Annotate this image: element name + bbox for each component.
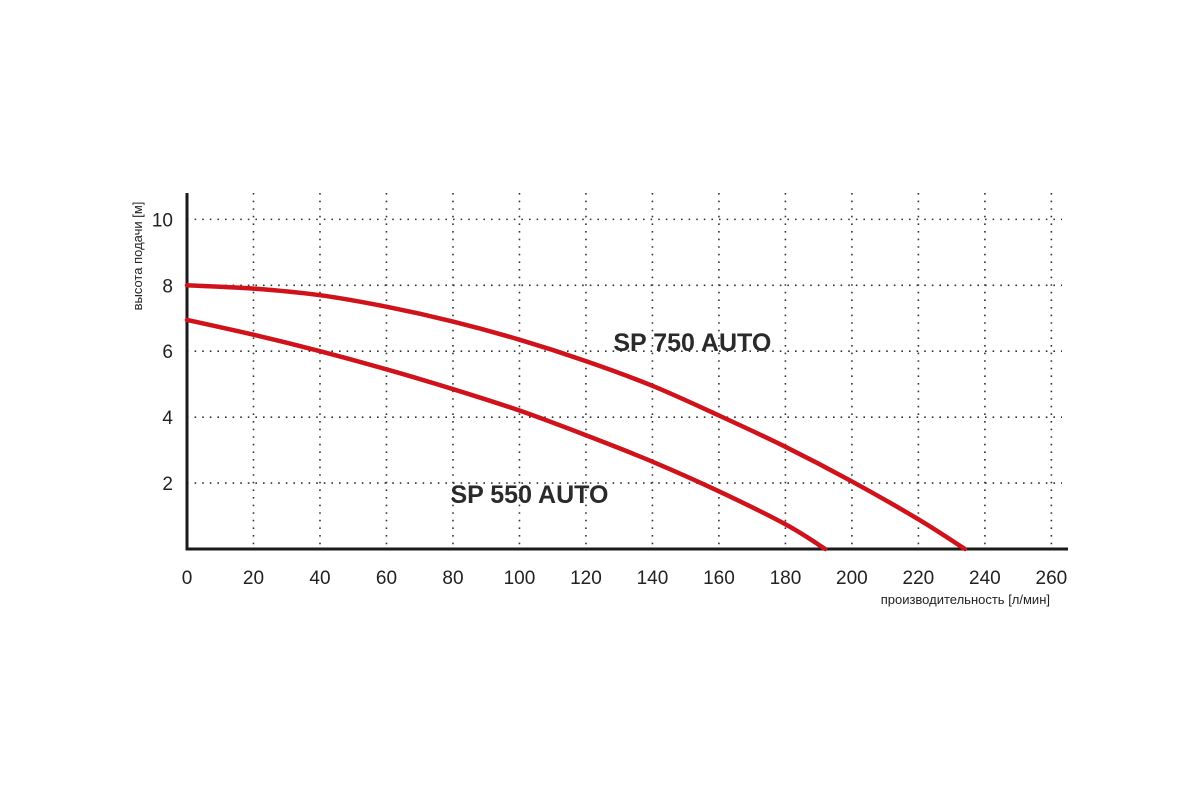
x-tick-label-0: 0 (182, 568, 193, 589)
axes (185, 193, 1068, 551)
x-axis-title: производительность [л/мин] (881, 592, 1050, 607)
x-tick-label-40: 40 (309, 568, 330, 589)
x-tick-label-60: 60 (376, 568, 397, 589)
x-tick-label-240: 240 (969, 568, 1001, 589)
series-lines (184, 283, 968, 552)
series-label-sp-750-auto: SP 750 AUTO (613, 329, 771, 357)
x-tick-label-260: 260 (1036, 568, 1068, 589)
x-tick-label-140: 140 (637, 568, 669, 589)
x-tick-label-120: 120 (570, 568, 602, 589)
series-line-sp-750-auto (184, 283, 968, 552)
series-line-sp-550-auto (184, 317, 828, 552)
y-axis-title: высота подачи [м] (130, 202, 145, 311)
series-labels: SP 750 AUTO SP 550 AUTO (450, 329, 771, 509)
x-tick-label-200: 200 (836, 568, 868, 589)
y-tick-label-2: 2 (162, 474, 173, 495)
series-label-sp-550-auto: SP 550 AUTO (450, 481, 608, 509)
x-tick-label-20: 20 (243, 568, 264, 589)
y-tick-label-8: 8 (162, 276, 173, 297)
x-tick-label-220: 220 (903, 568, 935, 589)
y-tick-label-10: 10 (152, 210, 173, 231)
x-tick-label-100: 100 (504, 568, 536, 589)
x-tick-label-180: 180 (770, 568, 802, 589)
tick-labels: 0 20 40 60 80 100 120 140 160 180 200 220 240 260 2 4 6 8… (152, 210, 1067, 589)
x-tick-label-160: 160 (703, 568, 735, 589)
y-tick-label-6: 6 (162, 342, 173, 363)
y-tick-label-4: 4 (162, 408, 173, 429)
grid (187, 193, 1062, 549)
x-tick-label-80: 80 (442, 568, 463, 589)
